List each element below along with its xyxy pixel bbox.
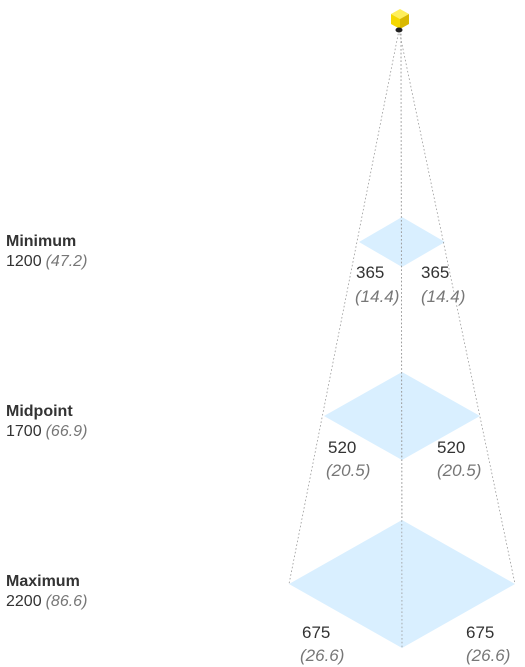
fov-left-inches-midpoint: (20.5) bbox=[326, 461, 370, 480]
level-title-minimum: Minimum bbox=[6, 233, 76, 250]
fov-right-inches-maximum: (26.6) bbox=[466, 646, 510, 665]
fov-left-inches-minimum: (14.4) bbox=[355, 287, 399, 306]
fov-plane-minimum bbox=[359, 217, 445, 267]
fov-plane-maximum bbox=[289, 520, 515, 648]
level-distance-midpoint: 1700 (66.9) bbox=[6, 423, 87, 440]
sensor-cube-icon bbox=[391, 9, 409, 33]
fov-plane-midpoint bbox=[324, 372, 480, 460]
level-distance-minimum: 1200 (47.2) bbox=[6, 253, 87, 270]
fov-left-value-midpoint: 520 bbox=[328, 438, 356, 457]
fov-left-inches-maximum: (26.6) bbox=[300, 646, 344, 665]
fov-left-value-minimum: 365 bbox=[356, 263, 384, 282]
fov-right-inches-midpoint: (20.5) bbox=[437, 461, 481, 480]
ray-left bbox=[288, 29, 400, 585]
ray-right bbox=[398, 29, 516, 585]
level-title-maximum: Maximum bbox=[6, 573, 80, 590]
fov-right-value-minimum: 365 bbox=[421, 263, 449, 282]
fov-right-value-midpoint: 520 bbox=[437, 438, 465, 457]
fov-right-value-maximum: 675 bbox=[466, 623, 494, 642]
fov-left-value-maximum: 675 bbox=[302, 623, 330, 642]
fov-right-inches-minimum: (14.4) bbox=[421, 287, 465, 306]
level-distance-maximum: 2200 (86.6) bbox=[6, 593, 87, 610]
level-title-midpoint: Midpoint bbox=[6, 403, 73, 420]
